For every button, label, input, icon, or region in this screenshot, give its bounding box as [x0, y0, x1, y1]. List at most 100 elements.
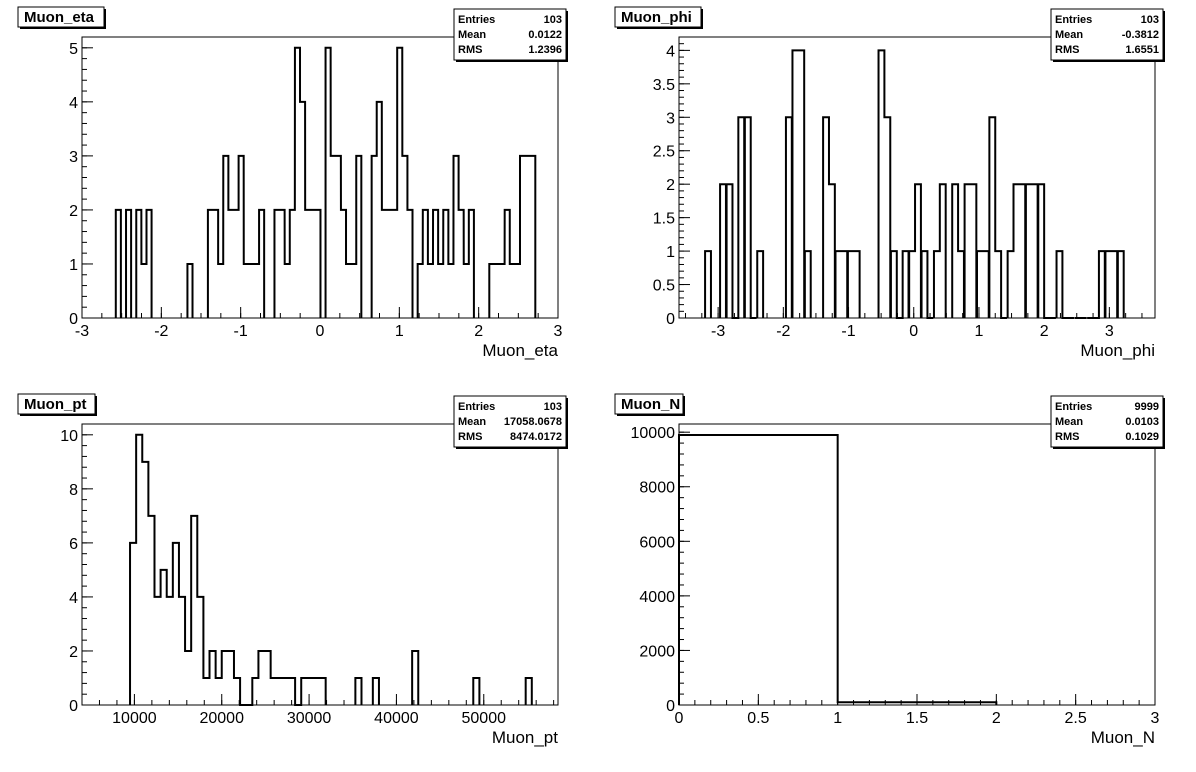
stats-box	[453, 395, 567, 448]
x-tick-label: 2	[1040, 323, 1049, 340]
histogram-bar	[387, 210, 392, 318]
histogram-bar	[167, 597, 173, 705]
histogram-bar	[228, 210, 233, 318]
stats-label: Mean	[1055, 416, 1083, 428]
x-tick-label: -3	[75, 323, 89, 340]
histogram-bar	[141, 264, 146, 318]
y-tick-label: 2000	[639, 643, 675, 660]
y-tick-label: 6000	[639, 534, 675, 551]
y-tick-label: 0.5	[653, 278, 675, 295]
histogram-bar	[428, 264, 433, 318]
stats-label: Mean	[1055, 29, 1083, 41]
x-axis-title: Muon_eta	[482, 341, 558, 360]
histogram-line	[114, 46, 537, 318]
y-tick-label: 1.5	[653, 211, 675, 228]
y-tick-label: 4	[666, 43, 675, 60]
histogram-bar	[515, 264, 520, 318]
stats-value: 8474.0172	[510, 431, 562, 443]
histogram-bar	[249, 264, 254, 318]
x-tick-label: 3	[1151, 710, 1160, 727]
x-tick-label: 0	[909, 323, 918, 340]
stats-box	[1050, 8, 1164, 61]
x-tick-label: 50000	[462, 710, 507, 727]
y-tick-label: 6	[69, 536, 78, 553]
stats-value: -0.3812	[1122, 29, 1159, 41]
x-axis-title: Muon_N	[1091, 728, 1155, 747]
x-tick-label: -2	[154, 323, 168, 340]
stats-value: 9999	[1135, 401, 1159, 413]
stats-value: 103	[544, 14, 562, 26]
x-tick-label: -1	[234, 323, 248, 340]
stats-box	[453, 8, 567, 61]
histogram-muon-eta: -3 -2 -1 0 1 2 3 0 1 2 3 4 5 Muon_eta Muon_eta Entries 1…	[17, 6, 568, 360]
y-tick-label: 1	[666, 244, 675, 261]
histogram-line	[678, 434, 998, 705]
x-tick-label: 1	[833, 710, 842, 727]
histogram-bar	[283, 678, 289, 705]
stats-label: Mean	[458, 29, 486, 41]
plot-frame	[678, 423, 1156, 706]
y-tick-label: 0	[69, 311, 78, 328]
histogram-bar	[234, 210, 239, 318]
histogram-bar	[277, 678, 283, 705]
y-tick-label: 4	[69, 95, 78, 112]
x-tick-label: 2	[992, 710, 1001, 727]
x-tick-label: 3	[1105, 323, 1114, 340]
histogram-bar	[285, 264, 290, 318]
stats-label: RMS	[1055, 431, 1079, 443]
x-axis-title: Muon_pt	[492, 728, 558, 747]
histogram-bar	[525, 156, 530, 318]
histogram-bar	[500, 264, 505, 318]
histogram-bar	[307, 678, 313, 705]
x-tick-label: 10000	[112, 710, 157, 727]
histogram-bar	[679, 435, 838, 705]
x-tick-label: 0	[316, 323, 325, 340]
plot-title: Muon_pt	[24, 396, 86, 413]
stats-label: RMS	[458, 44, 482, 56]
y-tick-label: 2	[666, 177, 675, 194]
stats-value: 103	[1141, 14, 1159, 26]
histogram-bar	[392, 210, 397, 318]
plot-title: Muon_eta	[24, 9, 95, 26]
y-tick-label: 4000	[639, 589, 675, 606]
y-tick-label: 3	[666, 110, 675, 127]
y-tick-label: 8	[69, 482, 78, 499]
histogram-bar	[185, 651, 191, 705]
x-tick-label: 1	[974, 323, 983, 340]
y-tick-label: 0	[666, 698, 675, 715]
x-tick-label: 0.5	[747, 710, 769, 727]
x-tick-label: -3	[711, 323, 725, 340]
histogram-bar	[305, 210, 310, 318]
stats-box	[1050, 395, 1164, 448]
histogram-bar	[216, 678, 222, 705]
y-tick-label: 1	[69, 257, 78, 274]
histogram-bar	[464, 264, 469, 318]
histogram-bar	[351, 264, 356, 318]
plot-title: Muon_phi	[621, 9, 692, 26]
histogram-bar	[494, 264, 499, 318]
histogram-bar	[254, 264, 259, 318]
plot-title: Muon_N	[621, 396, 680, 413]
stats-value: 17058.0678	[504, 416, 562, 428]
histogram-muon-pt: 10000 20000 30000 40000 50000 0 2 4 6 8 10 Muon_pt M…	[17, 393, 568, 747]
x-tick-label: -2	[776, 323, 790, 340]
x-tick-label: 30000	[287, 710, 332, 727]
stats-value: 0.0122	[528, 29, 562, 41]
title-box	[614, 393, 684, 415]
histogram-bar	[448, 264, 453, 318]
histogram-line	[704, 49, 1125, 319]
histogram-bar	[331, 156, 336, 318]
histogram-bar	[382, 210, 387, 318]
stats-value: 0.0103	[1125, 416, 1159, 428]
y-tick-label: 8000	[639, 480, 675, 497]
stats-value: 1.6551	[1125, 44, 1159, 56]
stats-label: RMS	[458, 431, 482, 443]
x-tick-label: 2.5	[1065, 710, 1087, 727]
x-tick-label: 2	[474, 323, 483, 340]
histogram-muon-n: 0 0.5 1 1.5 2 2.5 3 0 2000 4000 6000 8000 10000 Muon_…	[614, 393, 1165, 747]
histogram-bar	[244, 264, 249, 318]
title-box	[17, 6, 105, 28]
x-tick-label: 20000	[199, 710, 244, 727]
plot-frame	[81, 423, 559, 706]
histogram-bar	[310, 210, 315, 318]
